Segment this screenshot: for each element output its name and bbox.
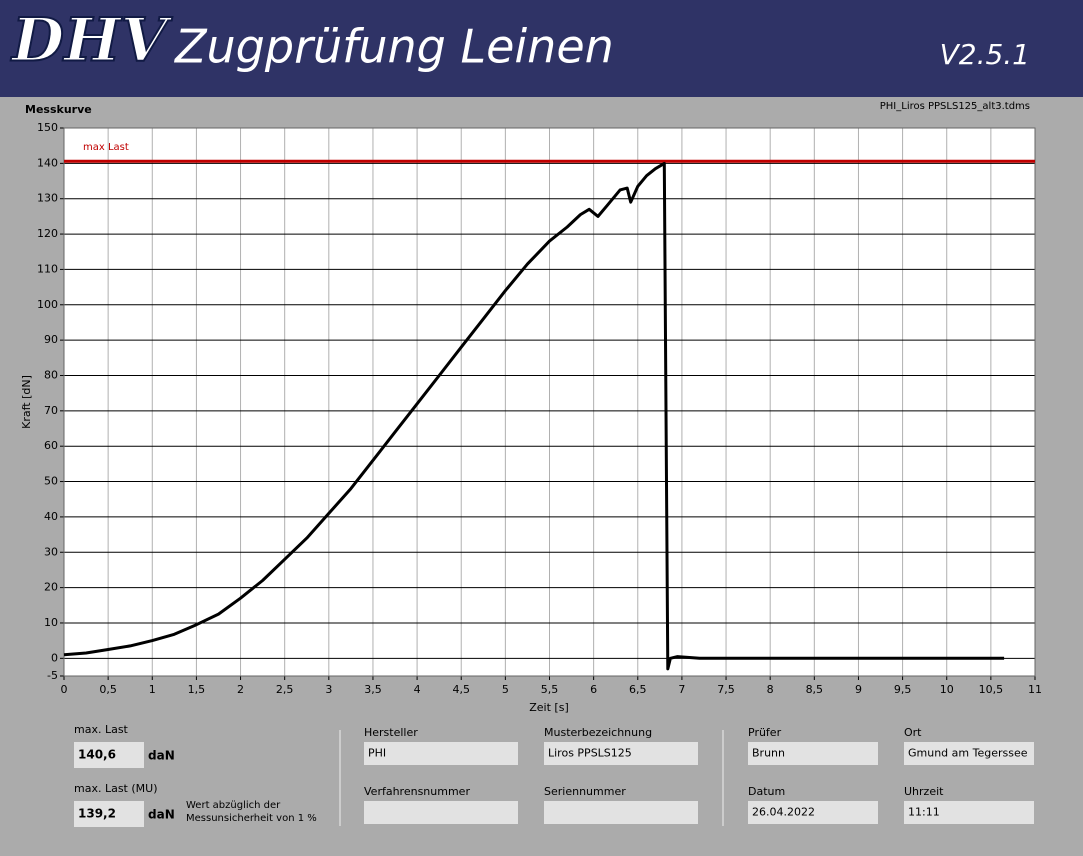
field-value: 139,2 [78,807,116,821]
y-tick-label: 90 [44,333,58,346]
field-label: Musterbezeichnung [544,726,652,739]
app-title: Zugprüfung Leinen [173,20,614,74]
force-curve [63,161,1005,671]
field-box [544,742,698,765]
field-value: PHI [368,747,386,760]
x-tick-label: 6,5 [629,683,647,696]
chart-title: Messkurve [25,103,92,116]
y-tick-label: -5 [47,669,58,682]
plot-frame [63,127,1036,677]
field-label: Datum [748,785,785,798]
x-tick-label: 2 [237,683,244,696]
field-box [544,801,698,824]
field-box [74,742,144,768]
y-tick-label: 80 [44,368,58,381]
x-tick-label: 11 [1028,683,1042,696]
file-name: PHI_Liros PPSLS125_alt3.tdms [880,101,1030,112]
x-tick-label: 2,5 [276,683,294,696]
field-label: Hersteller [364,726,418,739]
field-box [74,801,144,827]
header-bar [0,0,1083,97]
field-value: 11:11 [908,806,940,819]
field-box [904,801,1034,824]
x-tick-label: 10,5 [979,683,1004,696]
y-tick-label: 140 [37,156,58,169]
field-label: max. Last (MU) [74,782,158,795]
y-tick-label: 0 [51,651,58,664]
x-tick-label: 3 [325,683,332,696]
field-label: Uhrzeit [904,785,944,798]
y-tick-label: 60 [44,439,58,452]
x-tick-label: 9,5 [894,683,912,696]
x-tick-label: 0,5 [99,683,117,696]
y-tick-label: 30 [44,545,58,558]
field-label: Ort [904,726,922,739]
field-label: Seriennummer [544,785,626,798]
y-tick-label: 100 [37,298,58,311]
x-tick-label: 5 [502,683,509,696]
field-label: max. Last [74,723,129,736]
x-tick-label: 5,5 [541,683,559,696]
version: V2.5.1 [940,38,1030,71]
max-line-label: max Last [83,142,129,153]
x-tick-label: 7 [678,683,685,696]
y-tick-label: 10 [44,616,58,629]
x-tick-label: 10 [940,683,954,696]
x-tick-label: 4 [414,683,421,696]
x-tick-label: 1,5 [188,683,206,696]
field-box [364,742,518,765]
y-tick-label: 50 [44,475,58,488]
y-tick-label: 70 [44,404,58,417]
x-tick-label: 0 [61,683,68,696]
field-box [748,742,878,765]
x-tick-label: 3,5 [364,683,382,696]
x-axis-label: Zeit [s] [529,701,568,714]
logo: DHV [10,6,173,76]
y-tick-label: 130 [37,192,58,205]
field-value: Brunn [752,747,785,760]
field-label: Prüfer [748,726,782,739]
y-tick-label: 20 [44,581,58,594]
field-value: Liros PPSLS125 [548,747,632,760]
x-tick-label: 1 [149,683,156,696]
x-tick-label: 9 [855,683,862,696]
y-tick-label: 150 [37,121,58,134]
field-value: Gmund am Tegerssee [908,747,1028,760]
field-label: Verfahrensnummer [364,785,470,798]
field-value: 140,6 [78,748,116,762]
x-tick-label: 8,5 [806,683,824,696]
field-box [364,801,518,824]
y-axis-label: Kraft [dN] [20,375,33,429]
x-tick-label: 7,5 [717,683,735,696]
y-tick-label: 120 [37,227,58,240]
unit: daN [148,808,175,822]
x-tick-label: 6 [590,683,597,696]
x-tick-label: 8 [767,683,774,696]
note: Messunsicherheit von 1 % [186,813,317,824]
note: Wert abzüglich der [186,800,281,811]
field-value: 26.04.2022 [752,806,815,819]
x-tick-label: 4,5 [452,683,470,696]
y-tick-label: 40 [44,510,58,523]
y-tick-label: 110 [37,262,58,275]
unit: daN [148,749,175,763]
field-box [904,742,1034,765]
field-box [748,801,878,824]
